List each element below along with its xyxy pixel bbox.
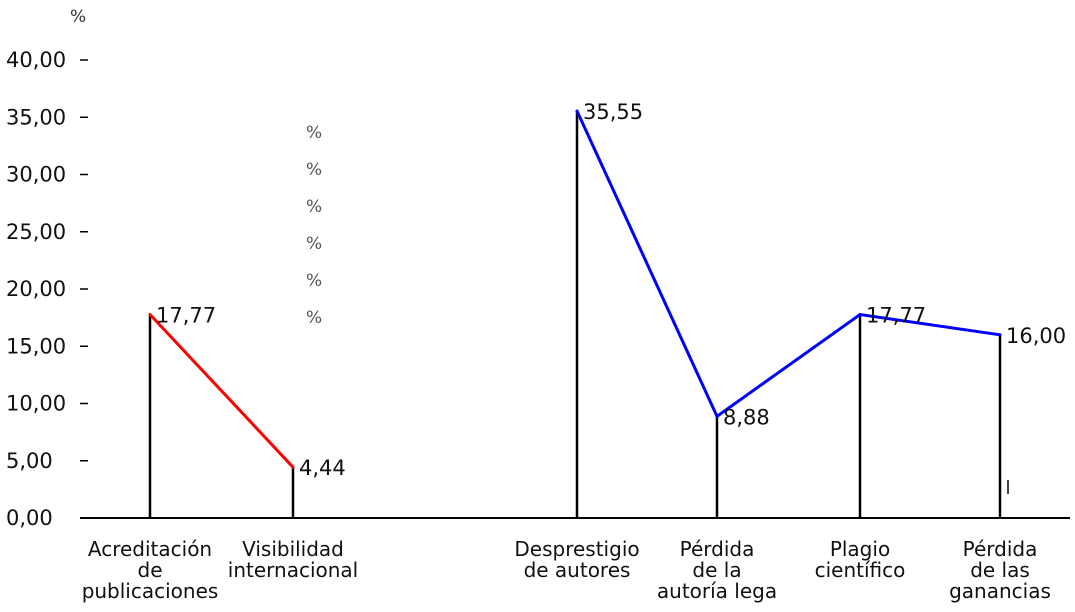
y-unit-label: % [70, 7, 86, 27]
x-category-label-line: Pérdida [680, 537, 755, 561]
x-category-label-line: ganancias [949, 579, 1051, 603]
data-label: 4,44 [299, 456, 346, 480]
data-point [291, 465, 295, 469]
x-category-label: Desprestigio de autores [514, 537, 639, 582]
x-category-label: Plagio científico [815, 537, 906, 582]
x-category-label: Pérdida de la autoría lega [657, 537, 777, 603]
data-point [998, 333, 1002, 337]
x-category-label-line: Pérdida [963, 537, 1038, 561]
x-category-label-line: internacional [228, 558, 358, 582]
percent-mark: % [306, 197, 322, 217]
percent-mark: % [306, 160, 322, 180]
y-tick-label: 30,00 [6, 163, 66, 187]
x-category-label-line: Desprestigio [514, 537, 639, 561]
y-tick-label: 20,00 [6, 277, 66, 301]
percent-mark: % [306, 271, 322, 291]
data-label: 8,88 [723, 405, 770, 429]
data-label: 17,77 [866, 304, 926, 328]
y-tick-label: 10,00 [6, 392, 66, 416]
x-category-label-line: de la [692, 558, 741, 582]
y-tick-label: 35,00 [6, 105, 66, 129]
y-tick-label: 0,00 [6, 506, 53, 530]
drop-lines [148, 110, 1002, 518]
y-tick-label: 15,00 [6, 334, 66, 358]
x-category-label-line: Acreditación [88, 537, 212, 561]
data-label: 16,00 [1006, 324, 1066, 348]
percent-mark: % [306, 123, 322, 143]
y-tick-label: 40,00 [6, 48, 66, 72]
data-point [858, 313, 862, 317]
x-category-label-line: de [138, 558, 163, 582]
x-category-label-line: de las [970, 558, 1030, 582]
y-tick-label: 25,00 [6, 220, 66, 244]
data-label: 35,55 [583, 100, 643, 124]
y-tick-label: 5,00 [6, 449, 53, 473]
x-category-label-line: publicaciones [82, 579, 219, 603]
series-line [148, 313, 295, 469]
x-category-label: Pérdida de las ganancias [949, 537, 1051, 603]
data-label: 17,77 [156, 304, 216, 328]
percent-mark: % [306, 308, 322, 328]
data-point [148, 313, 152, 317]
x-category-label: Acreditación de publicaciones [82, 537, 219, 603]
x-category-label-line: Visibilidad [242, 537, 344, 561]
x-category-label-line: Plagio [830, 537, 890, 561]
x-category-label-line: de autores [524, 558, 631, 582]
series-line [575, 110, 1001, 419]
x-category-label-line: autoría lega [657, 579, 777, 603]
series-lines [148, 109, 1002, 469]
x-category-label: Visibilidad internacional [228, 537, 358, 582]
data-point [715, 414, 719, 418]
x-category-label-line: científico [815, 558, 906, 582]
axes: % 0,00 5,00 10,00 15,00 20,00 25,00 30,00 35,00 4… [6, 7, 1070, 530]
percent-mark: % [306, 234, 322, 254]
data-point [575, 109, 579, 113]
